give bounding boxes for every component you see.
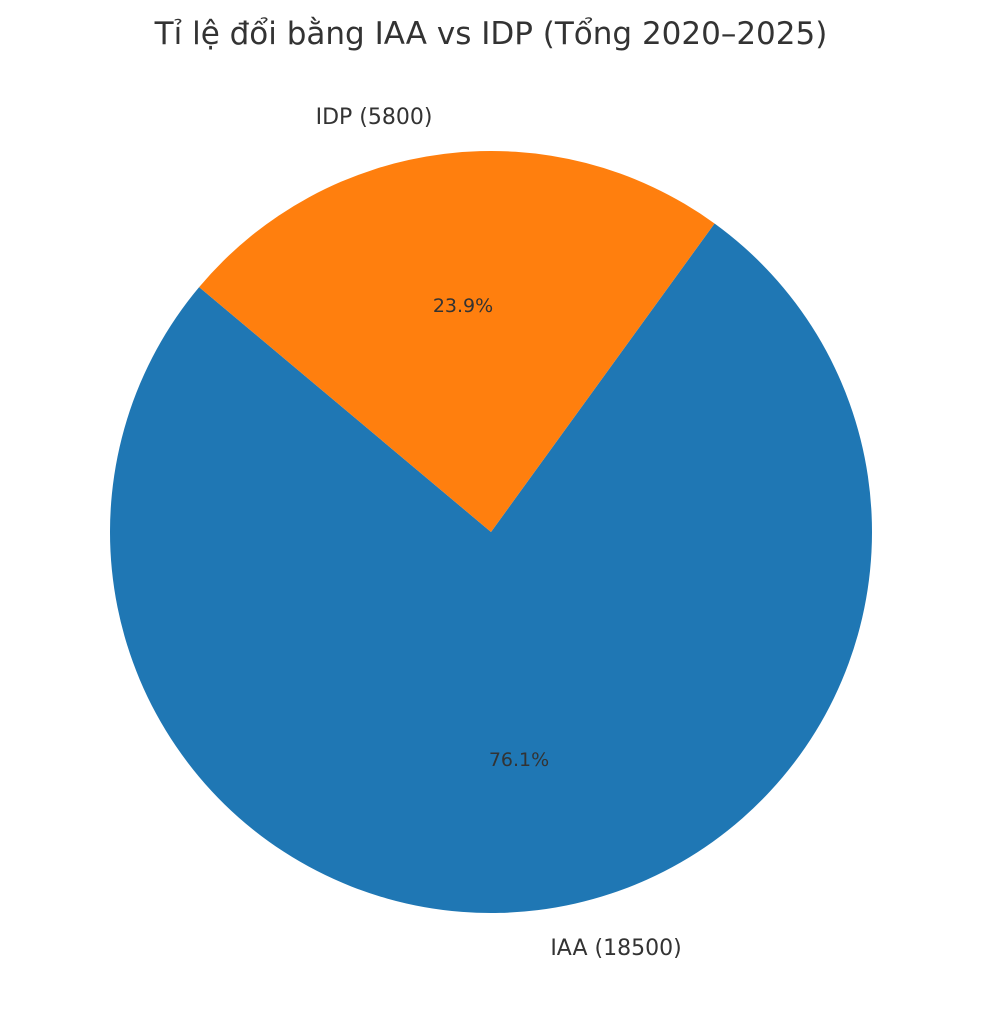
slice-idp (199, 151, 715, 532)
chart-title: Tỉ lệ đổi bằng IAA vs IDP (Tổng 2020–202… (154, 16, 828, 52)
pct-iaa: 76.1% (489, 749, 549, 771)
label-idp: IDP (5800) (316, 105, 433, 130)
label-iaa: IAA (18500) (550, 936, 681, 961)
pct-idp: 23.9% (433, 295, 493, 317)
slice-iaa (110, 223, 873, 914)
